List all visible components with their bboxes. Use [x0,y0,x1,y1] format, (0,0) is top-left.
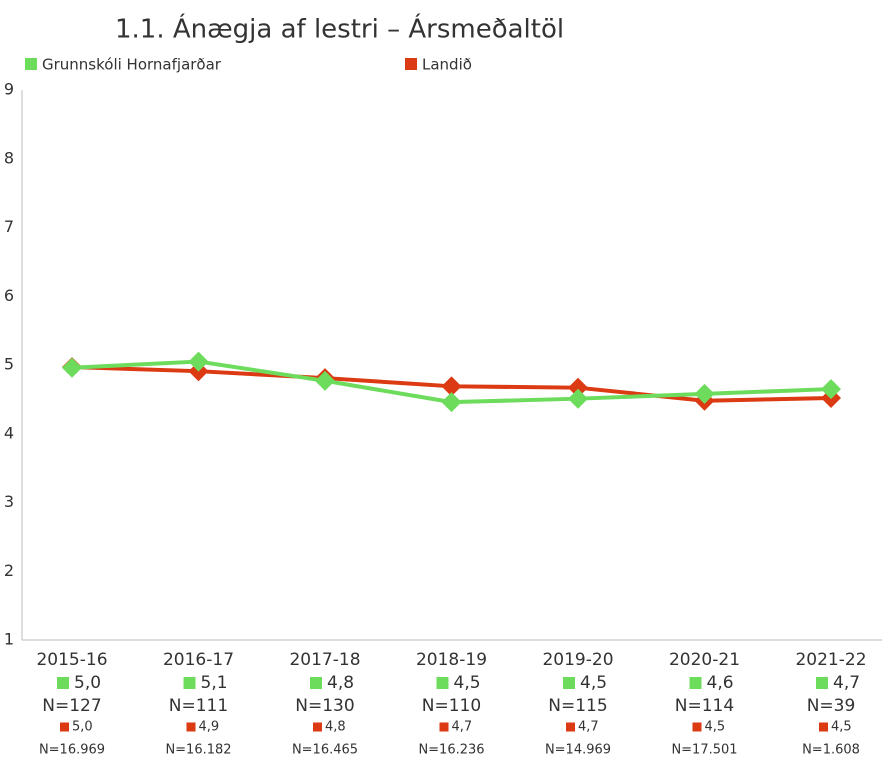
label-swatch [566,722,575,732]
value-label: 4,5 [831,720,852,735]
x-tick-label: 2015-16 [36,650,107,670]
label-swatch [692,722,702,732]
series-marker [441,376,462,397]
legend-swatch [25,58,37,70]
y-tick-label: 4 [4,423,14,442]
x-tick-label: 2016-17 [163,650,234,670]
n-label: N=130 [295,696,354,716]
value-label: 4,9 [199,720,220,735]
label-swatch [310,677,322,689]
label-swatch [186,722,196,732]
value-label: 5,1 [201,673,228,693]
y-tick-label: 8 [4,148,14,167]
n-label: N=110 [422,696,481,716]
y-tick-label: 7 [4,217,14,236]
label-swatch [439,722,449,732]
label-swatch [436,677,449,689]
x-tick-label: 2018-19 [416,650,487,670]
value-label: 4,8 [325,720,346,735]
value-label: 4,6 [707,673,734,693]
label-swatch [563,677,575,689]
n-label: N=17.501 [671,743,737,758]
label-swatch [57,677,69,689]
value-label: 4,5 [705,720,726,735]
value-label: 4,7 [578,720,599,735]
value-label: 4,7 [833,673,860,693]
n-label: N=127 [42,696,101,716]
n-label: N=14.969 [545,743,611,758]
n-label: N=16.465 [292,743,358,758]
y-tick-label: 9 [4,80,14,99]
x-tick-label: 2021-22 [795,650,866,670]
series-marker [188,351,209,372]
n-label: N=111 [169,696,228,716]
y-tick-label: 2 [4,561,14,580]
series-marker [568,388,588,409]
x-tick-label: 2017-18 [289,650,360,670]
series-marker [315,370,335,391]
series-marker [821,379,841,400]
label-swatch [689,677,702,689]
y-tick-label: 5 [4,355,14,374]
label-swatch [60,722,69,732]
label-swatch [183,677,196,689]
series-marker [694,383,715,404]
n-label: N=16.969 [39,743,105,758]
n-label: N=114 [675,696,734,716]
y-tick-label: 6 [4,286,14,305]
value-label: 4,5 [580,673,607,693]
value-label: 4,8 [327,673,354,693]
value-label: 5,0 [72,720,93,735]
value-label: 5,0 [74,673,101,693]
x-tick-label: 2019-20 [542,650,613,670]
value-label: 4,5 [454,673,481,693]
series-marker [568,377,588,398]
y-tick-label: 1 [4,630,14,649]
n-label: N=16.182 [165,743,231,758]
label-swatch [819,722,828,732]
legend-label: Grunnskóli Hornafjarðar [42,56,222,74]
n-label: N=16.236 [418,743,484,758]
chart-title: 1.1. Ánægja af lestri – Ársmeðaltöl [115,13,564,45]
n-label: N=115 [548,696,607,716]
label-swatch [313,722,322,732]
n-label: N=39 [807,696,856,716]
legend-swatch [405,58,417,70]
legend-label: Landið [422,56,472,74]
series-marker [62,357,82,378]
series-marker [441,392,462,413]
value-label: 4,7 [452,720,473,735]
y-tick-label: 3 [4,492,14,511]
x-tick-label: 2020-21 [669,650,740,670]
label-swatch [816,677,828,689]
n-label: N=1.608 [802,743,860,758]
